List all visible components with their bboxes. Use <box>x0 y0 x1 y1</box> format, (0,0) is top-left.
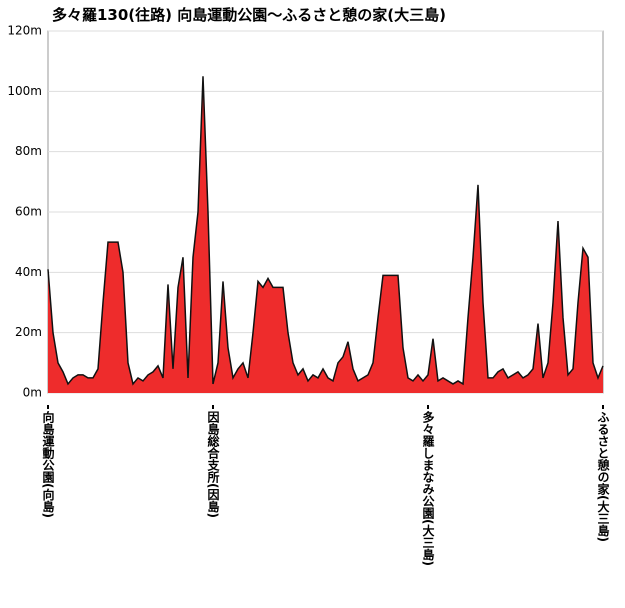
y-tick-label: 20m <box>15 325 42 339</box>
chart-title: 多々羅130(往路) 向島運動公園～ふるさと憩の家(大三島) <box>52 6 446 24</box>
waypoint-label: 多々羅しまなみ公園(大三島) <box>421 410 435 566</box>
line <box>47 76 604 386</box>
y-tick-label: 80m <box>15 144 42 158</box>
waypoint-label: 因島総合支所(因島) <box>206 410 220 518</box>
y-tick-label: 60m <box>15 205 42 219</box>
waypoint-label: ふるさと憩の家(大三島) <box>596 411 610 542</box>
y-tick-label: 40m <box>15 265 42 279</box>
area <box>48 76 603 393</box>
y-tick-label: 120m <box>7 24 42 38</box>
y-tick-label: 100m <box>7 84 42 98</box>
waypoint-label: 向島運動公園(向島) <box>41 410 55 518</box>
y-tick-label: 0m <box>23 386 42 400</box>
